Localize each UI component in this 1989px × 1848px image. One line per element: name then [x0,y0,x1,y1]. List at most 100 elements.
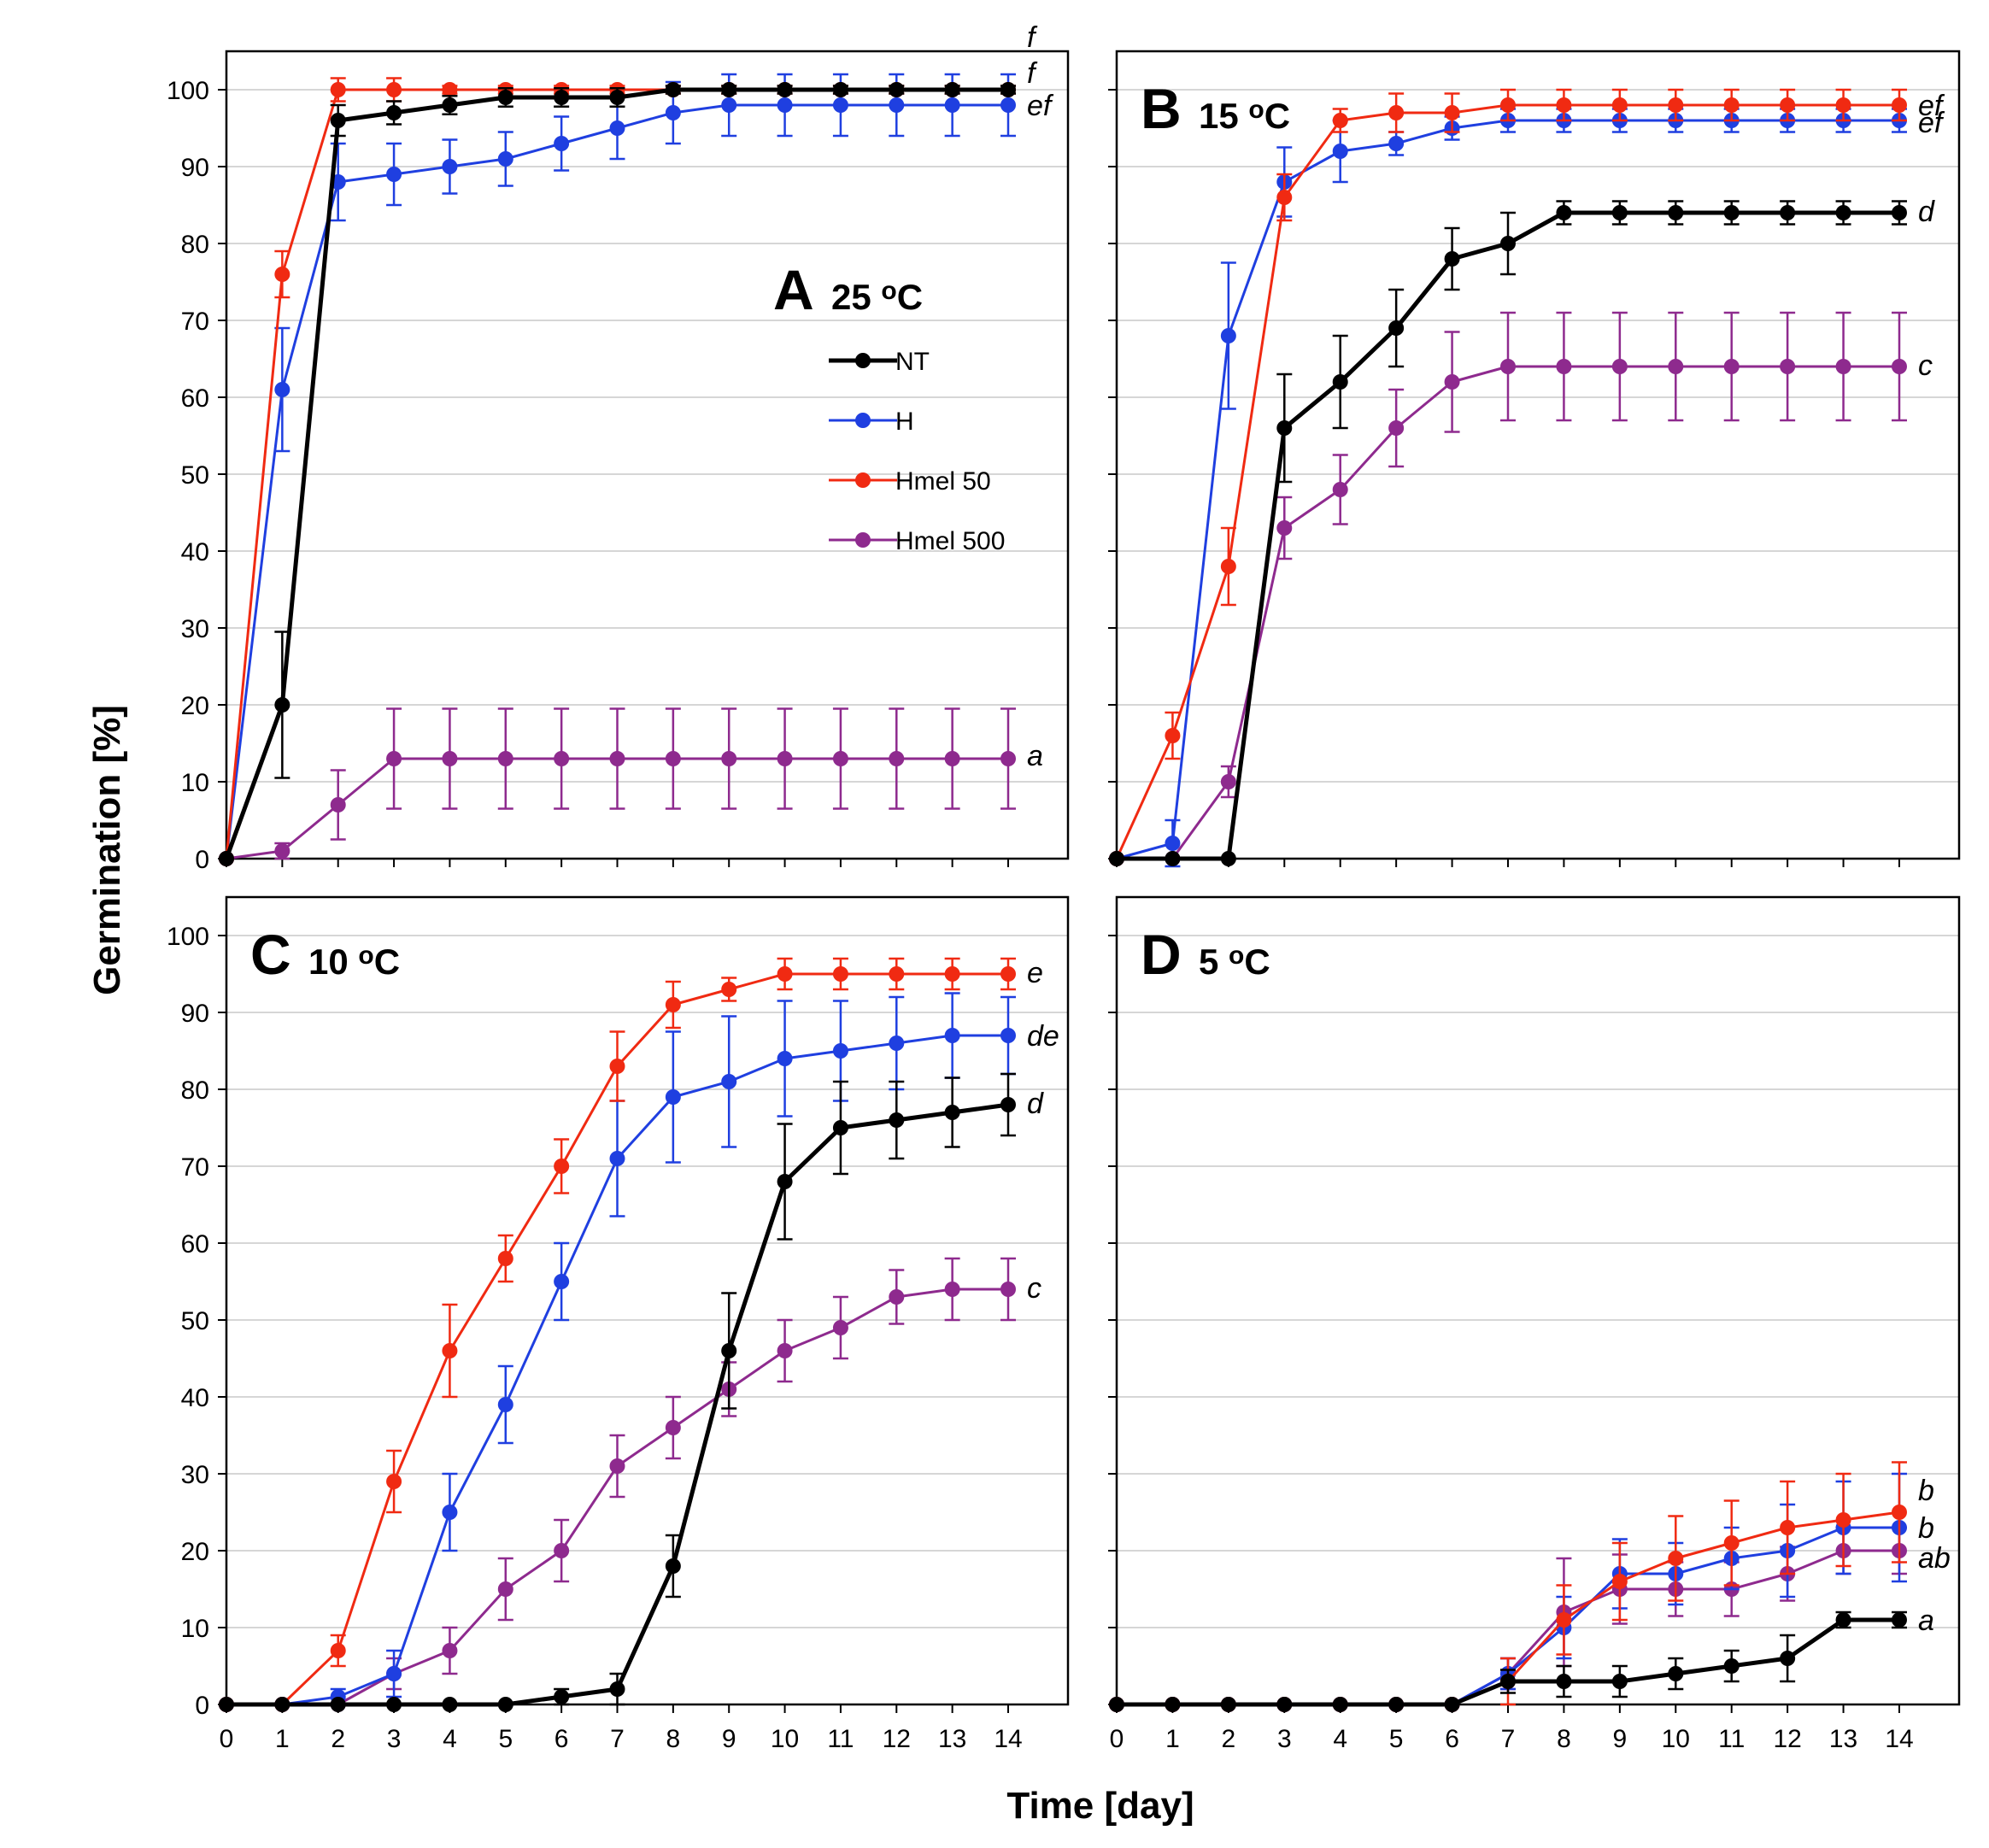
data-point [1835,97,1851,113]
data-point [1165,1697,1181,1712]
data-point [1668,205,1684,220]
data-point [1000,751,1016,766]
y-tick-label: 40 [181,1384,209,1412]
data-point [497,1251,513,1266]
data-point [665,1089,681,1105]
x-tick-label: 11 [1718,1725,1745,1753]
panel-letter: A [773,258,814,321]
data-point [1220,559,1236,574]
x-tick-label: 0 [1110,1725,1124,1753]
data-point [442,1343,458,1358]
data-point [1220,1697,1236,1712]
data-point [889,751,905,766]
data-point [1556,1612,1572,1628]
panel-title: D 5 oC [1141,923,1270,986]
data-point [1835,1512,1851,1528]
x-tick-label: 12 [1773,1725,1801,1753]
data-point [219,1697,234,1712]
x-axis [226,859,1009,867]
y-tick-label: 60 [181,384,209,413]
y-tick-label: 10 [181,1615,209,1643]
y-tick-label: 30 [181,1461,209,1489]
significance-letter: a [1027,740,1043,772]
data-point [609,1681,625,1697]
data-point [1835,205,1851,220]
data-point [721,1074,737,1089]
x-tick-label: 10 [771,1725,799,1753]
panel-title: A 25 oC [773,258,923,321]
significance-letter: c [1918,349,1933,382]
y-tick-label: 20 [181,1538,209,1566]
data-point [554,1689,570,1704]
legend-item: Hmel 50 [829,467,991,496]
data-point [1892,97,1907,113]
data-point [1668,1666,1684,1681]
data-point [1723,1658,1740,1674]
plot-frame [225,50,1070,860]
data-point [1000,1028,1016,1043]
y-tick-label: 40 [181,538,209,566]
data-point [1723,205,1740,220]
panel-temperature: 5 oC [1199,942,1270,982]
data-point [1611,359,1628,374]
y-tick-label: 70 [181,308,209,336]
significance-letter: ab [1918,1542,1951,1575]
series-nt [219,82,1016,866]
significance-letter: e [1027,957,1043,989]
data-point [1000,1097,1016,1112]
data-point [721,751,737,766]
data-point [1668,359,1684,374]
x-tick-label: 8 [1557,1725,1571,1753]
data-point [889,1289,905,1305]
series-hmel-500 [219,707,1016,866]
x-tick-label: 8 [666,1725,681,1753]
y-tick-label: 0 [195,846,209,874]
significance-letter: d [1027,1088,1044,1120]
significance-letter: ef [1027,90,1054,122]
x-tick-label: 5 [1389,1725,1404,1753]
data-point [1388,136,1405,151]
data-point [497,751,513,766]
series-nt [219,1072,1016,1712]
x-tick-label: 0 [220,1725,234,1753]
legend-swatch-marker [855,413,871,428]
data-point [1220,851,1236,866]
y-axis: 0 10 20 30 40 50 60 70 80 90 100 [167,923,226,1720]
legend-item: NT [829,348,930,376]
data-point [1892,205,1907,220]
data-point [386,1666,402,1681]
panel-temperature: 10 oC [308,942,400,982]
gridlines [226,89,1068,783]
data-point [497,90,513,105]
data-point [1165,851,1181,866]
panel-title: B 15 oC [1141,77,1290,140]
x-tick-label: 13 [938,1725,966,1753]
x-tick-label: 4 [1333,1725,1347,1753]
data-point [889,82,905,97]
legend-swatch-marker [855,353,871,368]
data-point [721,97,737,113]
data-point [944,1028,960,1043]
x-tick-label: 12 [883,1725,911,1753]
data-point [609,1458,625,1474]
data-point [554,1274,570,1289]
x-axis: 0 1 2 3 4 5 6 7 8 9 10 11 12 13 14 [220,1704,1023,1753]
data-point [944,966,960,982]
data-point [665,105,681,120]
data-point [1500,1674,1516,1689]
panel-temperature: 25 oC [831,277,923,317]
x-tick-label: 13 [1829,1725,1857,1753]
data-point [1276,1697,1293,1712]
data-point [442,751,458,766]
x-axis: 0 1 2 3 4 5 6 7 8 9 10 11 12 13 14 [1110,1704,1914,1753]
data-point [1388,320,1405,336]
data-point [1165,836,1181,851]
data-point [1332,374,1348,390]
x-tick-label: 9 [1613,1725,1628,1753]
data-point [442,97,458,113]
data-point [609,120,625,136]
legend: NT H Hmel 50 Hmel 500 [829,348,1005,555]
data-point [1276,420,1293,436]
